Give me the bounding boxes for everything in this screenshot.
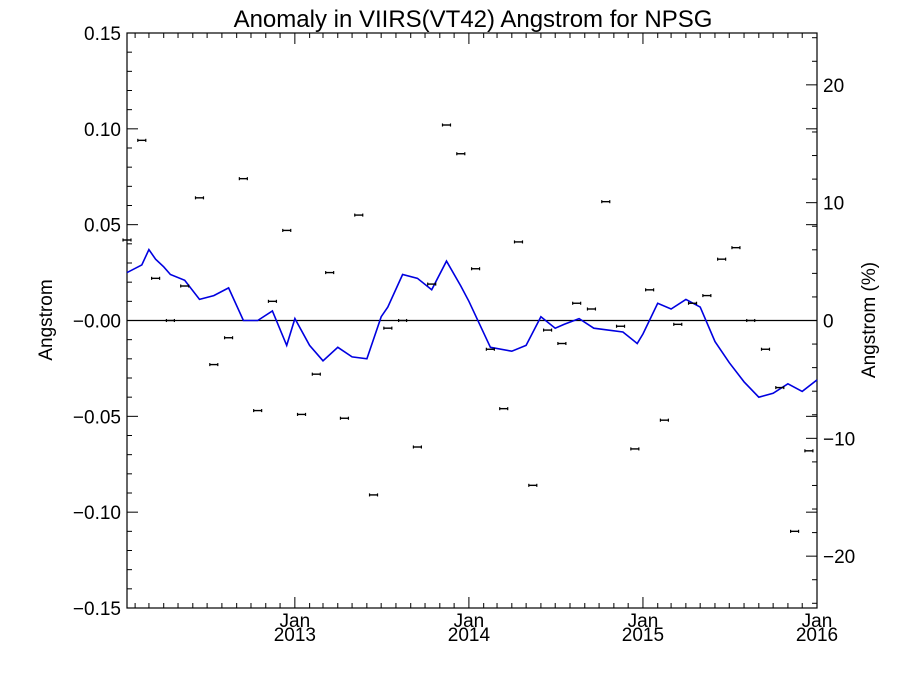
data-point [354,213,364,217]
data-point [238,177,248,181]
data-point [746,318,756,323]
x-tick-year-label: 2015 [622,625,664,646]
data-point [151,276,161,280]
y-tick-label: 0.05 [84,216,121,237]
y-tick-label: −0.05 [73,407,121,428]
y-axis-title: Angstrom [36,279,57,360]
data-point [499,407,509,411]
x-tick-year-label: 2016 [796,625,838,646]
data-point [760,347,771,351]
y-tick-label: −0.00 [73,312,121,333]
y2-tick-label: −10 [823,429,855,450]
data-point [194,196,205,200]
data-point [804,449,814,453]
data-point [412,445,423,449]
y-tick-label: 0.15 [84,24,121,45]
data-point [441,123,452,127]
data-point [267,299,278,303]
y2-tick-label: −20 [823,547,855,568]
data-point [673,322,683,326]
y-tick-label: 0.10 [84,120,121,141]
data-point [165,318,175,323]
data-point [311,372,321,376]
y2-tick-label: 20 [823,76,844,97]
x-tick-month-label: Jan [802,611,833,632]
x-tick-month-label: Jan [454,611,485,632]
data-point [253,409,263,413]
data-point [122,238,132,242]
y-tick-label: −0.15 [73,599,121,620]
data-point [485,347,495,351]
data-point [542,328,553,332]
data-point [586,307,597,311]
anomaly-line [126,248,818,399]
x-tick-year-label: 2013 [274,625,316,646]
data-point [223,336,234,340]
y-tick-label: −0.10 [73,503,121,524]
data-point [528,483,538,487]
y2-axis-title: Angstrom (%) [859,262,880,378]
data-point [659,418,670,422]
data-point [470,267,481,271]
data-point [615,324,626,328]
data-point [557,341,567,346]
data-point [789,529,800,533]
y2-tick-label: 10 [823,194,844,215]
data-point [339,416,350,420]
axes: 0.15 0.10 0.05 −0.00 −0.05 −0.10 −0.15 20 10 0 −10… [73,24,855,646]
data-point [645,288,655,292]
data-point [209,363,219,367]
data-point [775,386,785,390]
data-point [601,200,611,204]
data-point [456,152,466,156]
data-point [427,282,437,286]
data-point [717,257,727,261]
data-point [368,493,379,497]
data-point [687,301,698,305]
x-tick-month-label: Jan [628,611,659,632]
data-point [630,447,640,451]
x-tick-year-label: 2014 [448,625,491,646]
chart-title: Anomaly in VIIRS(VT42) Angstrom for NPSG [234,6,713,33]
data-point [383,326,393,330]
x-tick-month-label: Jan [280,611,311,632]
data-point [282,228,292,232]
data-point [137,138,147,142]
data-point [325,271,335,275]
data-point [180,284,190,288]
data-point [572,301,582,305]
data-point [296,412,307,416]
data-point [731,246,741,250]
data-layer [122,123,818,533]
y2-tick-label: 0 [823,312,834,333]
data-point [702,294,712,298]
data-point [398,318,408,323]
data-point [513,240,524,244]
